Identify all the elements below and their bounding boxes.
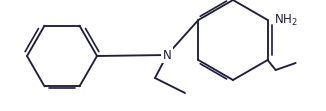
Text: N: N	[163, 49, 171, 61]
Text: NH$_2$: NH$_2$	[274, 12, 297, 28]
